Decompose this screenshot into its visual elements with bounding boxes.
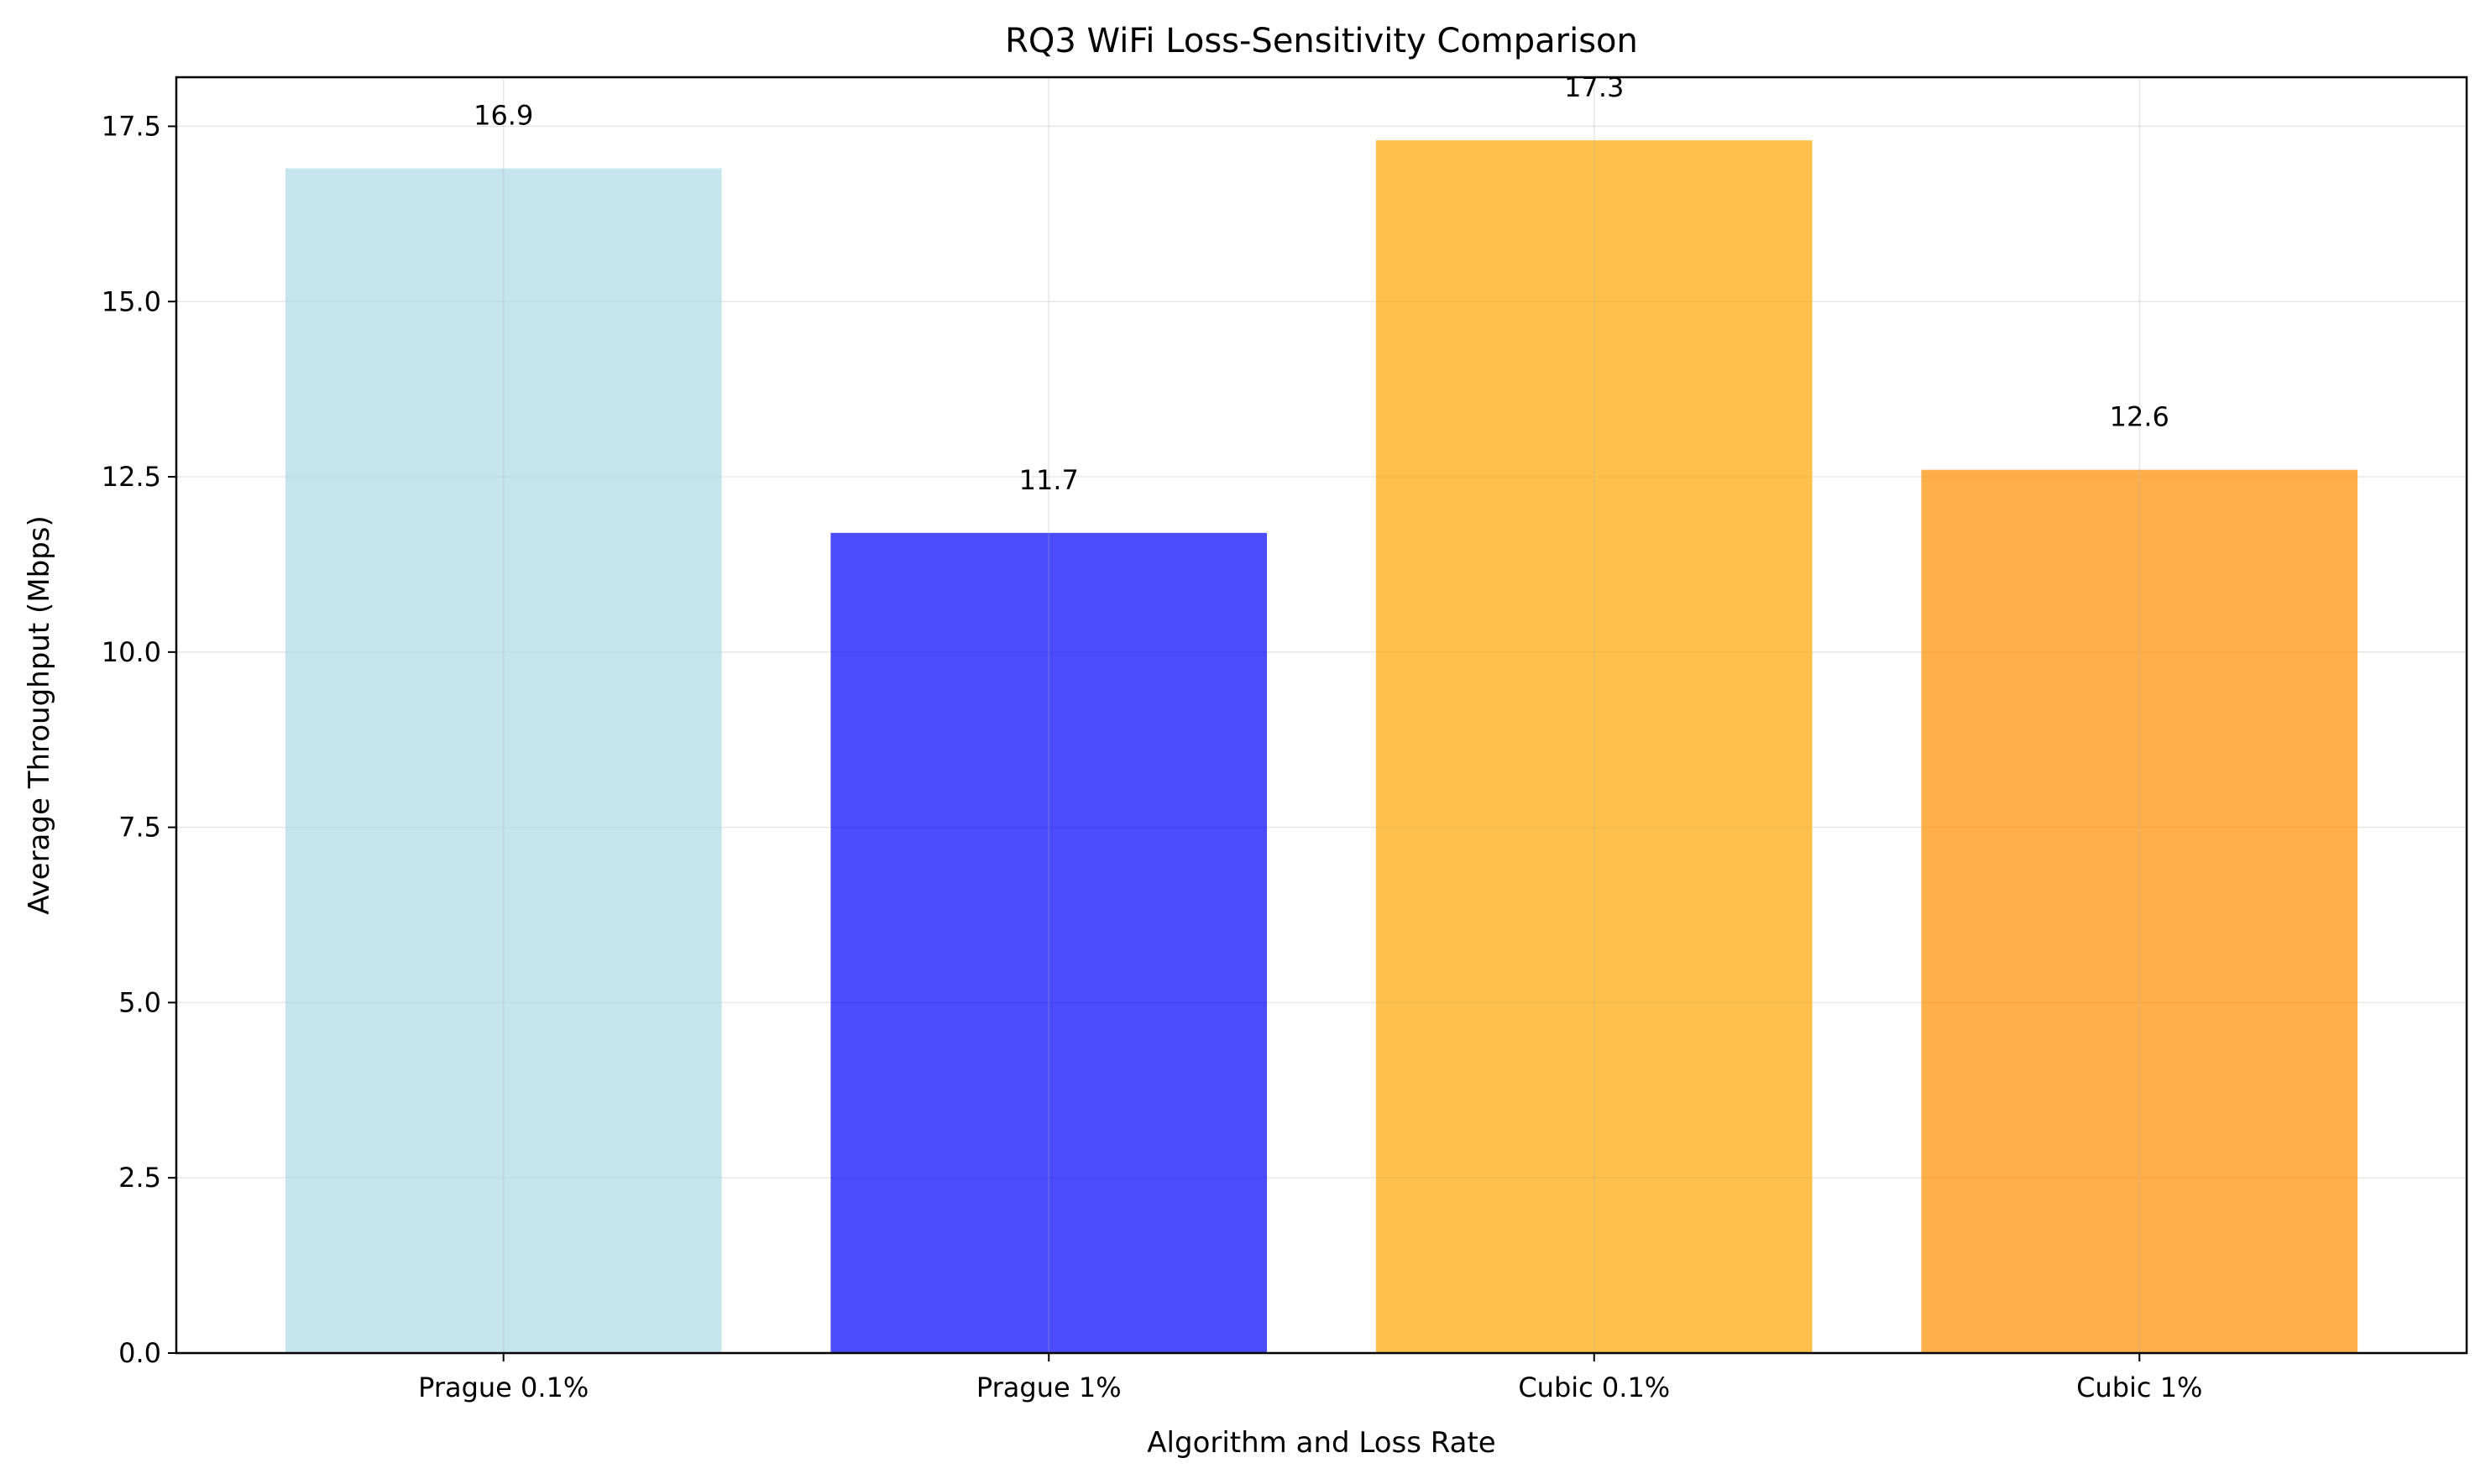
y-tick-label: 7.5 [118, 812, 161, 844]
value-label-0: 16.9 [474, 100, 533, 132]
y-tick-label: 10.0 [102, 636, 161, 668]
value-label-2: 17.3 [1564, 71, 1624, 103]
value-label-1: 11.7 [1019, 464, 1079, 496]
x-tick-label: Prague 1% [976, 1372, 1122, 1403]
y-tick-label: 2.5 [118, 1162, 161, 1194]
bars [285, 140, 2358, 1354]
y-tick-label: 17.5 [102, 110, 161, 142]
y-axis-ticks: 0.0 2.5 5.0 7.5 10.0 12.5 15.0 17.5 [102, 110, 176, 1369]
x-tick-label: Cubic 1% [2076, 1372, 2202, 1403]
chart-title: RQ3 WiFi Loss-Sensitivity Comparison [1005, 22, 1638, 60]
x-tick-label: Prague 0.1% [418, 1372, 589, 1403]
y-tick-label: 0.0 [118, 1337, 161, 1369]
value-label-3: 12.6 [2110, 401, 2169, 433]
x-axis-ticks: Prague 0.1% Prague 1% Cubic 0.1% Cubic 1% [418, 1353, 2202, 1403]
x-axis-label: Algorithm and Loss Rate [1147, 1426, 1495, 1460]
y-tick-label: 12.5 [102, 461, 161, 493]
bar-0 [285, 168, 722, 1354]
y-tick-label: 15.0 [102, 285, 161, 317]
x-tick-label: Cubic 0.1% [1518, 1372, 1670, 1403]
bar-2 [1375, 140, 1813, 1354]
value-labels: 16.9 11.7 17.3 12.6 [474, 71, 2169, 496]
bar-1 [830, 532, 1268, 1353]
vertical-grid [502, 77, 2141, 1353]
y-axis-label: Average Throughput (Mbps) [23, 515, 56, 914]
bar-3 [1921, 469, 2358, 1353]
y-tick-label: 5.0 [118, 986, 161, 1018]
plot-frame [175, 76, 2468, 1355]
